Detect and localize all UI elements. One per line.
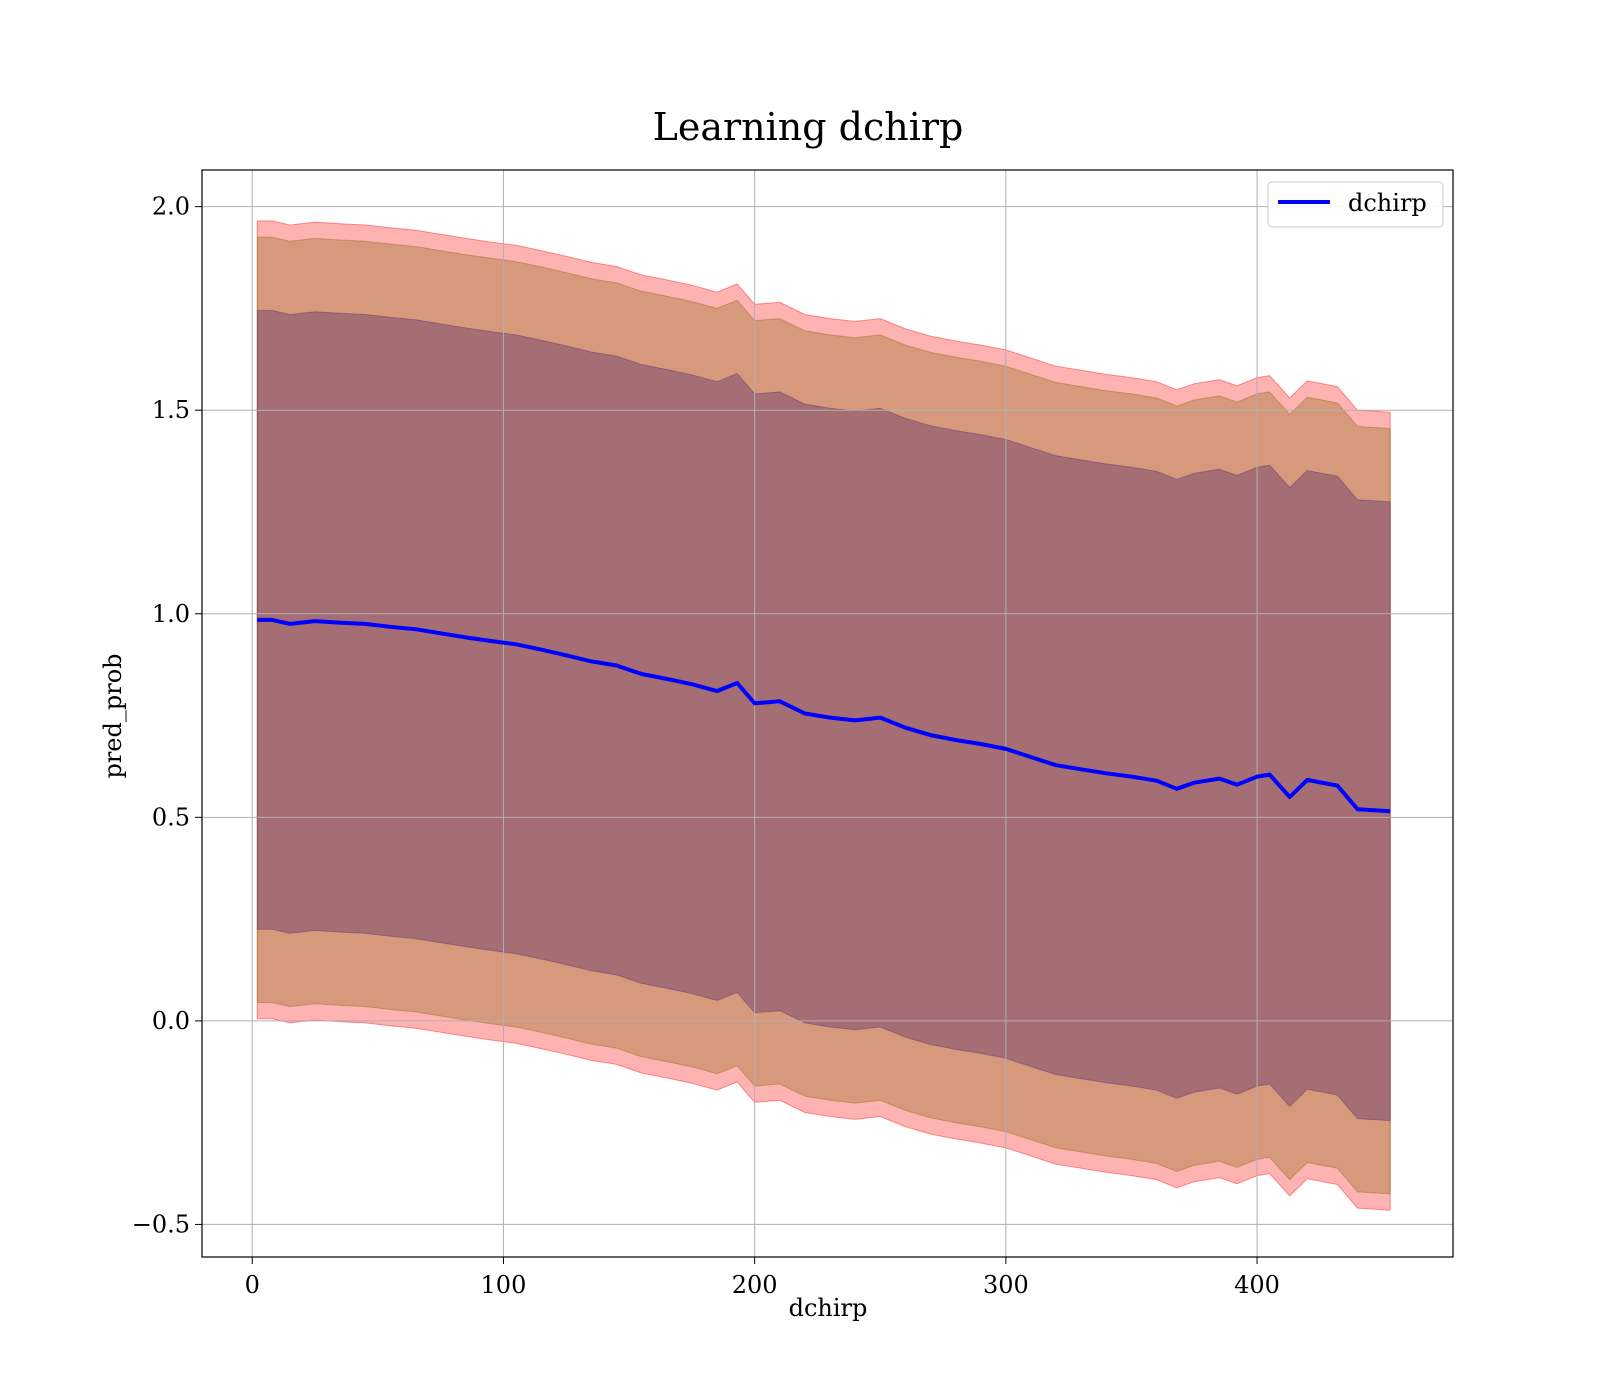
x-tick-label: 300 [983,1271,1029,1299]
x-tick-label: 200 [732,1271,778,1299]
y-tick-label: −0.5 [132,1210,190,1238]
plot-frame [201,169,1454,1258]
y-axis-label: pred_prob [99,653,127,778]
legend: dchirp [1267,181,1444,228]
y-tick-label: 0.0 [152,1007,190,1035]
series-line-dchirp [257,617,1391,814]
line-group [257,617,1391,814]
y-tick-label: 1.0 [152,600,190,628]
y-tick-label: 1.5 [152,396,190,424]
x-tick-label: 100 [481,1271,527,1299]
grid-group [202,170,1453,1257]
legend-box [1267,181,1444,228]
legend-label: dchirp [1348,189,1427,217]
x-axis: 0 100 200 300 400 [245,1257,1280,1299]
y-tick-label: 2.0 [152,193,190,221]
x-tick-label: 0 [245,1271,260,1299]
y-axis: −0.5 0.0 0.5 1.0 1.5 2.0 [132,193,202,1238]
x-tick-label: 400 [1234,1271,1280,1299]
chart-title: Learning dchirp [653,105,964,149]
y-tick-label: 0.5 [152,803,190,831]
x-axis-label: dchirp [789,1294,868,1322]
